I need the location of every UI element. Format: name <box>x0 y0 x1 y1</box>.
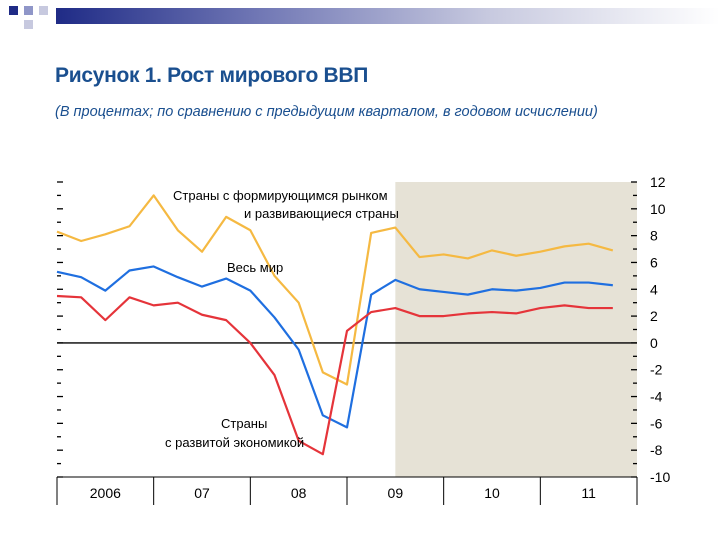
accent-square-2 <box>24 6 33 15</box>
y-tick-label: -6 <box>650 415 663 431</box>
annotation-advanced-line2: с развитой экономикой <box>165 435 304 450</box>
series-line-2 <box>56 265 613 429</box>
x-tick-label: 11 <box>581 485 596 501</box>
accent-square-1 <box>9 6 18 15</box>
y-tick-label: 12 <box>650 174 666 190</box>
annotation-advanced-line1: Страны <box>221 416 267 431</box>
header-gradient-bar <box>56 8 720 24</box>
annotation-emerging-line1: Страны с формирующимся рынком <box>173 188 388 203</box>
accent-square-3 <box>39 6 48 15</box>
y-tick-label: 8 <box>650 228 658 244</box>
x-tick-label: 08 <box>291 485 307 501</box>
series-line-3 <box>56 294 613 456</box>
slide-header-decoration <box>0 0 720 29</box>
x-tick-label: 07 <box>194 485 210 501</box>
chart-title: Рисунок 1. Рост мирового ВВП <box>55 64 369 87</box>
y-tick-label: 0 <box>650 335 658 351</box>
accent-square-4 <box>24 20 33 29</box>
series-line-1 <box>56 194 614 386</box>
forecast-shading <box>395 182 637 477</box>
x-tick-label: 2006 <box>90 485 121 501</box>
annotation-emerging-line2: и развивающиеся страны <box>244 206 399 221</box>
y-tick-label: -10 <box>650 469 670 485</box>
annotation-world: Весь мир <box>227 260 283 275</box>
x-tick-label: 09 <box>388 485 404 501</box>
y-tick-label: 10 <box>650 201 666 217</box>
y-tick-label: 2 <box>650 308 658 324</box>
chart-subtitle: (В процентах; по сравнению с предыдущим … <box>55 104 598 120</box>
y-tick-label: -8 <box>650 442 663 458</box>
x-tick-label: 10 <box>484 485 500 501</box>
y-tick-label: -2 <box>650 362 663 378</box>
y-tick-label: -4 <box>650 389 663 405</box>
y-tick-label: 6 <box>650 254 658 270</box>
y-tick-label: 4 <box>650 281 658 297</box>
